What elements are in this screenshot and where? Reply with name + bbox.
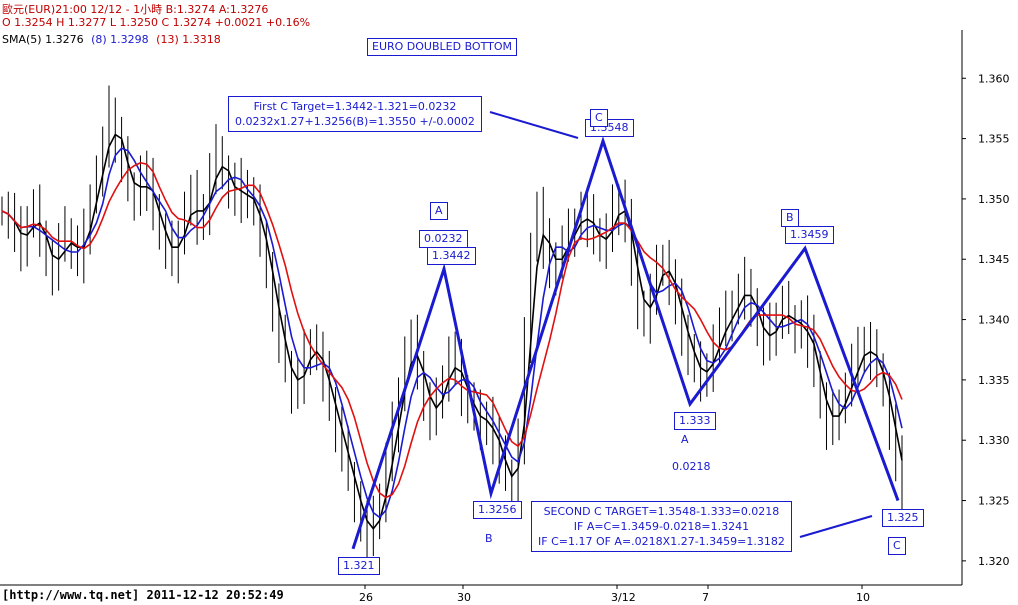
second-c-line3: IF C=1.17 OF A=.0218X1.27-1.3459=1.3182	[538, 535, 785, 548]
x-tick-label: 7	[702, 591, 709, 604]
y-tick-label: 1.330	[978, 434, 1010, 447]
second-c-target-note: SECOND C TARGET=1.3548-1.333=0.0218 IF A…	[531, 501, 792, 552]
sma13-line	[1, 161, 903, 499]
first-c-line1: First C Target=1.3442-1.321=0.0232	[253, 100, 457, 113]
wave-letter-label: A	[430, 202, 448, 220]
y-tick-label: 1.345	[978, 253, 1010, 266]
second-c-pointer	[799, 515, 873, 538]
wave-value-label: 1.3256	[473, 501, 522, 520]
wave-letter-label: B	[781, 209, 799, 227]
header-sma-row: SMA(5) 1.3276 (8) 1.3298 (13) 1.3318	[2, 33, 225, 46]
wave-value-label: 1.321	[338, 556, 380, 575]
x-tick-label: 3/12	[611, 591, 636, 604]
footer-source: [http://www.tq.net] 2011-12-12 20:52:49	[2, 588, 284, 602]
elliott-wave-line	[351, 136, 900, 550]
wave-letter-label: C	[888, 537, 906, 555]
sma5-label: SMA(5) 1.3276	[2, 33, 84, 46]
y-tick-label: 1.335	[978, 374, 1010, 387]
first-c-target-note: First C Target=1.3442-1.321=0.0232 0.023…	[228, 96, 482, 132]
y-tick-label: 1.355	[978, 133, 1010, 146]
first-c-line2: 0.0232x1.27+1.3256(B)=1.3550 +/-0.0002	[235, 115, 475, 128]
y-tick-label: 1.340	[978, 314, 1010, 327]
wave-value-label: 1.333	[674, 412, 716, 431]
chart-title: EURO DOUBLED BOTTOM	[367, 38, 517, 56]
wave-letter-label: B	[481, 531, 497, 547]
second-a-size-label: 0.0218	[668, 459, 715, 475]
first-c-pointer	[489, 111, 579, 139]
x-tick-label: 26	[359, 591, 373, 604]
wave-letter-label: A	[677, 432, 693, 448]
y-tick-label: 1.350	[978, 193, 1010, 206]
second-c-line1: SECOND C TARGET=1.3548-1.333=0.0218	[543, 505, 780, 518]
wave-value-label: 1.3442	[427, 246, 476, 265]
first-a-size-label: 0.0232	[419, 230, 468, 248]
sma8-label: (8) 1.3298	[91, 33, 149, 46]
y-tick-label: 1.320	[978, 555, 1010, 568]
second-c-line2: IF A=C=1.3459-0.0218=1.3241	[573, 520, 750, 533]
header-line1: 歐元(EUR)21:00 12/12 - 1小時 B:1.3274 A:1.32…	[2, 3, 269, 16]
sma5-line	[1, 133, 903, 530]
wave-value-label: 1.325	[882, 508, 924, 527]
y-tick-label: 1.360	[978, 72, 1010, 85]
x-tick-label: 30	[457, 591, 471, 604]
wave-value-label: 1.3459	[785, 226, 834, 245]
sma8-line	[1, 147, 903, 519]
y-tick-label: 1.325	[978, 495, 1010, 508]
x-tick-label: 10	[856, 591, 870, 604]
sma13-label: (13) 1.3318	[156, 33, 221, 46]
header-line2: O 1.3254 H 1.3277 L 1.3250 C 1.3274 +0.0…	[2, 16, 311, 29]
wave-letter-label: C	[590, 109, 608, 127]
